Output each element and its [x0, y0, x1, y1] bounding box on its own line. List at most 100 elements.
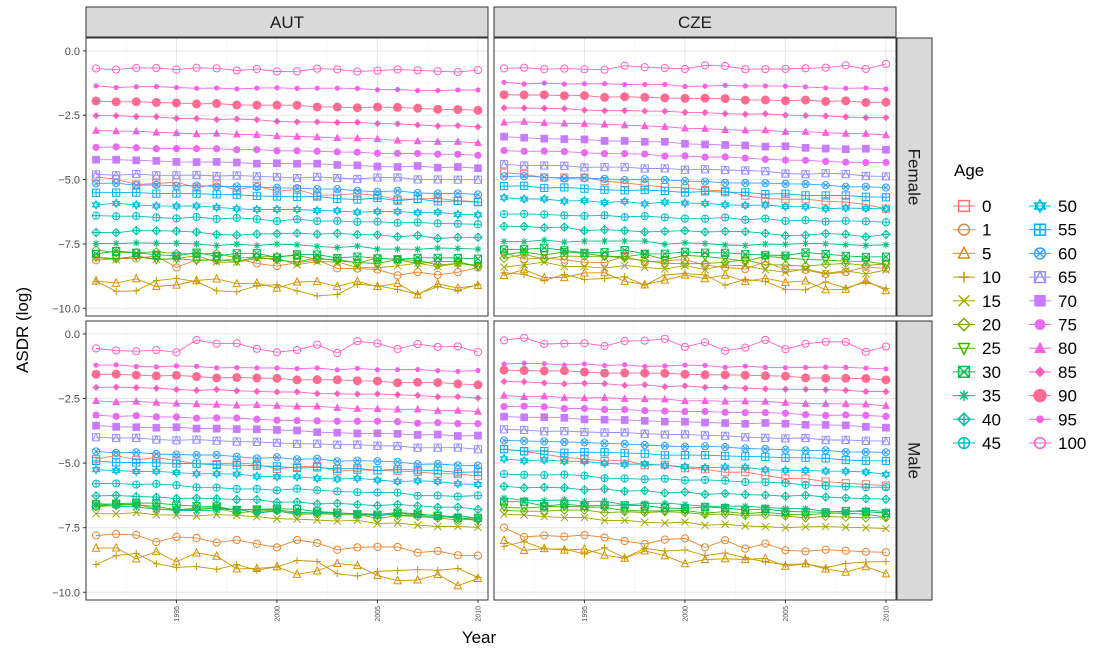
legend-entry-75: 75	[1029, 316, 1077, 335]
data-point	[353, 543, 362, 552]
data-point	[520, 496, 528, 504]
data-point	[312, 172, 322, 181]
data-point	[560, 238, 568, 246]
data-point	[540, 183, 549, 193]
data-point	[272, 217, 282, 226]
data-point	[92, 277, 100, 285]
data-point	[681, 382, 689, 390]
y-tick-label: −10.0	[52, 303, 80, 315]
data-point	[252, 191, 261, 200]
data-point	[660, 474, 669, 483]
data-point	[372, 229, 383, 240]
data-point	[680, 255, 690, 264]
series-line	[504, 261, 887, 275]
data-point	[352, 174, 362, 184]
data-point	[520, 333, 529, 342]
data-point	[540, 545, 548, 553]
data-point	[292, 204, 302, 215]
data-point	[642, 363, 648, 369]
data-point	[700, 430, 710, 440]
data-point	[500, 269, 508, 277]
data-point	[433, 430, 442, 439]
data-point	[152, 127, 161, 136]
data-point	[152, 413, 160, 421]
data-point	[500, 403, 508, 411]
data-point	[252, 171, 262, 181]
data-point	[681, 139, 689, 148]
data-point	[453, 580, 463, 590]
legend-entry-35: 35	[953, 387, 1001, 406]
data-point	[519, 221, 529, 232]
data-point	[192, 256, 201, 266]
data-point	[414, 565, 422, 574]
data-point	[192, 63, 201, 72]
data-point	[600, 65, 609, 74]
data-point	[313, 118, 321, 126]
data-point	[579, 484, 590, 495]
data-point	[292, 471, 302, 482]
data-point	[641, 237, 649, 245]
data-point	[252, 64, 261, 74]
data-point	[132, 397, 141, 405]
data-point	[172, 435, 181, 445]
data-point	[432, 260, 443, 270]
data-point	[741, 343, 750, 352]
legend-key-symbol	[1034, 366, 1046, 378]
data-point	[700, 338, 710, 347]
panel-border	[85, 37, 489, 317]
series-line	[504, 458, 887, 475]
data-point	[234, 365, 240, 371]
data-point	[353, 264, 362, 273]
data-point	[680, 197, 690, 209]
data-point	[113, 84, 119, 91]
data-point	[640, 458, 650, 470]
data-point	[333, 517, 342, 526]
data-point	[433, 466, 442, 475]
data-point	[680, 476, 690, 485]
data-point	[453, 209, 463, 220]
data-point	[861, 547, 870, 556]
data-point	[433, 104, 443, 114]
data-point	[861, 483, 870, 492]
data-point	[252, 506, 262, 516]
data-point	[293, 388, 301, 396]
data-point	[433, 378, 443, 388]
data-point	[212, 202, 222, 213]
legend-key-shape	[1033, 270, 1047, 284]
series-age-40	[499, 481, 891, 504]
data-point	[821, 63, 830, 72]
data-point	[372, 500, 383, 511]
data-point	[780, 465, 790, 476]
data-point	[213, 565, 221, 573]
data-point	[539, 482, 550, 493]
data-point	[540, 391, 549, 400]
data-point	[293, 287, 301, 295]
data-point	[540, 379, 548, 387]
data-point	[680, 269, 690, 279]
data-point	[152, 384, 160, 392]
data-point	[761, 539, 770, 548]
data-point	[292, 258, 302, 268]
data-point	[822, 157, 830, 166]
data-point	[453, 219, 462, 228]
data-point	[313, 64, 322, 73]
data-point	[192, 533, 201, 543]
data-point	[172, 481, 181, 490]
series-age-45	[499, 209, 891, 227]
data-point	[112, 502, 120, 510]
data-point	[600, 258, 609, 267]
series-age-40	[91, 490, 483, 515]
data-point	[212, 190, 221, 199]
data-point	[212, 128, 221, 137]
series-line	[504, 81, 887, 90]
data-point	[539, 160, 549, 170]
data-point	[740, 554, 750, 564]
data-point	[661, 271, 669, 279]
data-point	[861, 217, 870, 226]
data-point	[132, 239, 140, 247]
data-point	[151, 504, 162, 514]
data-point	[253, 425, 261, 434]
data-point	[153, 84, 159, 90]
data-point	[520, 470, 529, 479]
